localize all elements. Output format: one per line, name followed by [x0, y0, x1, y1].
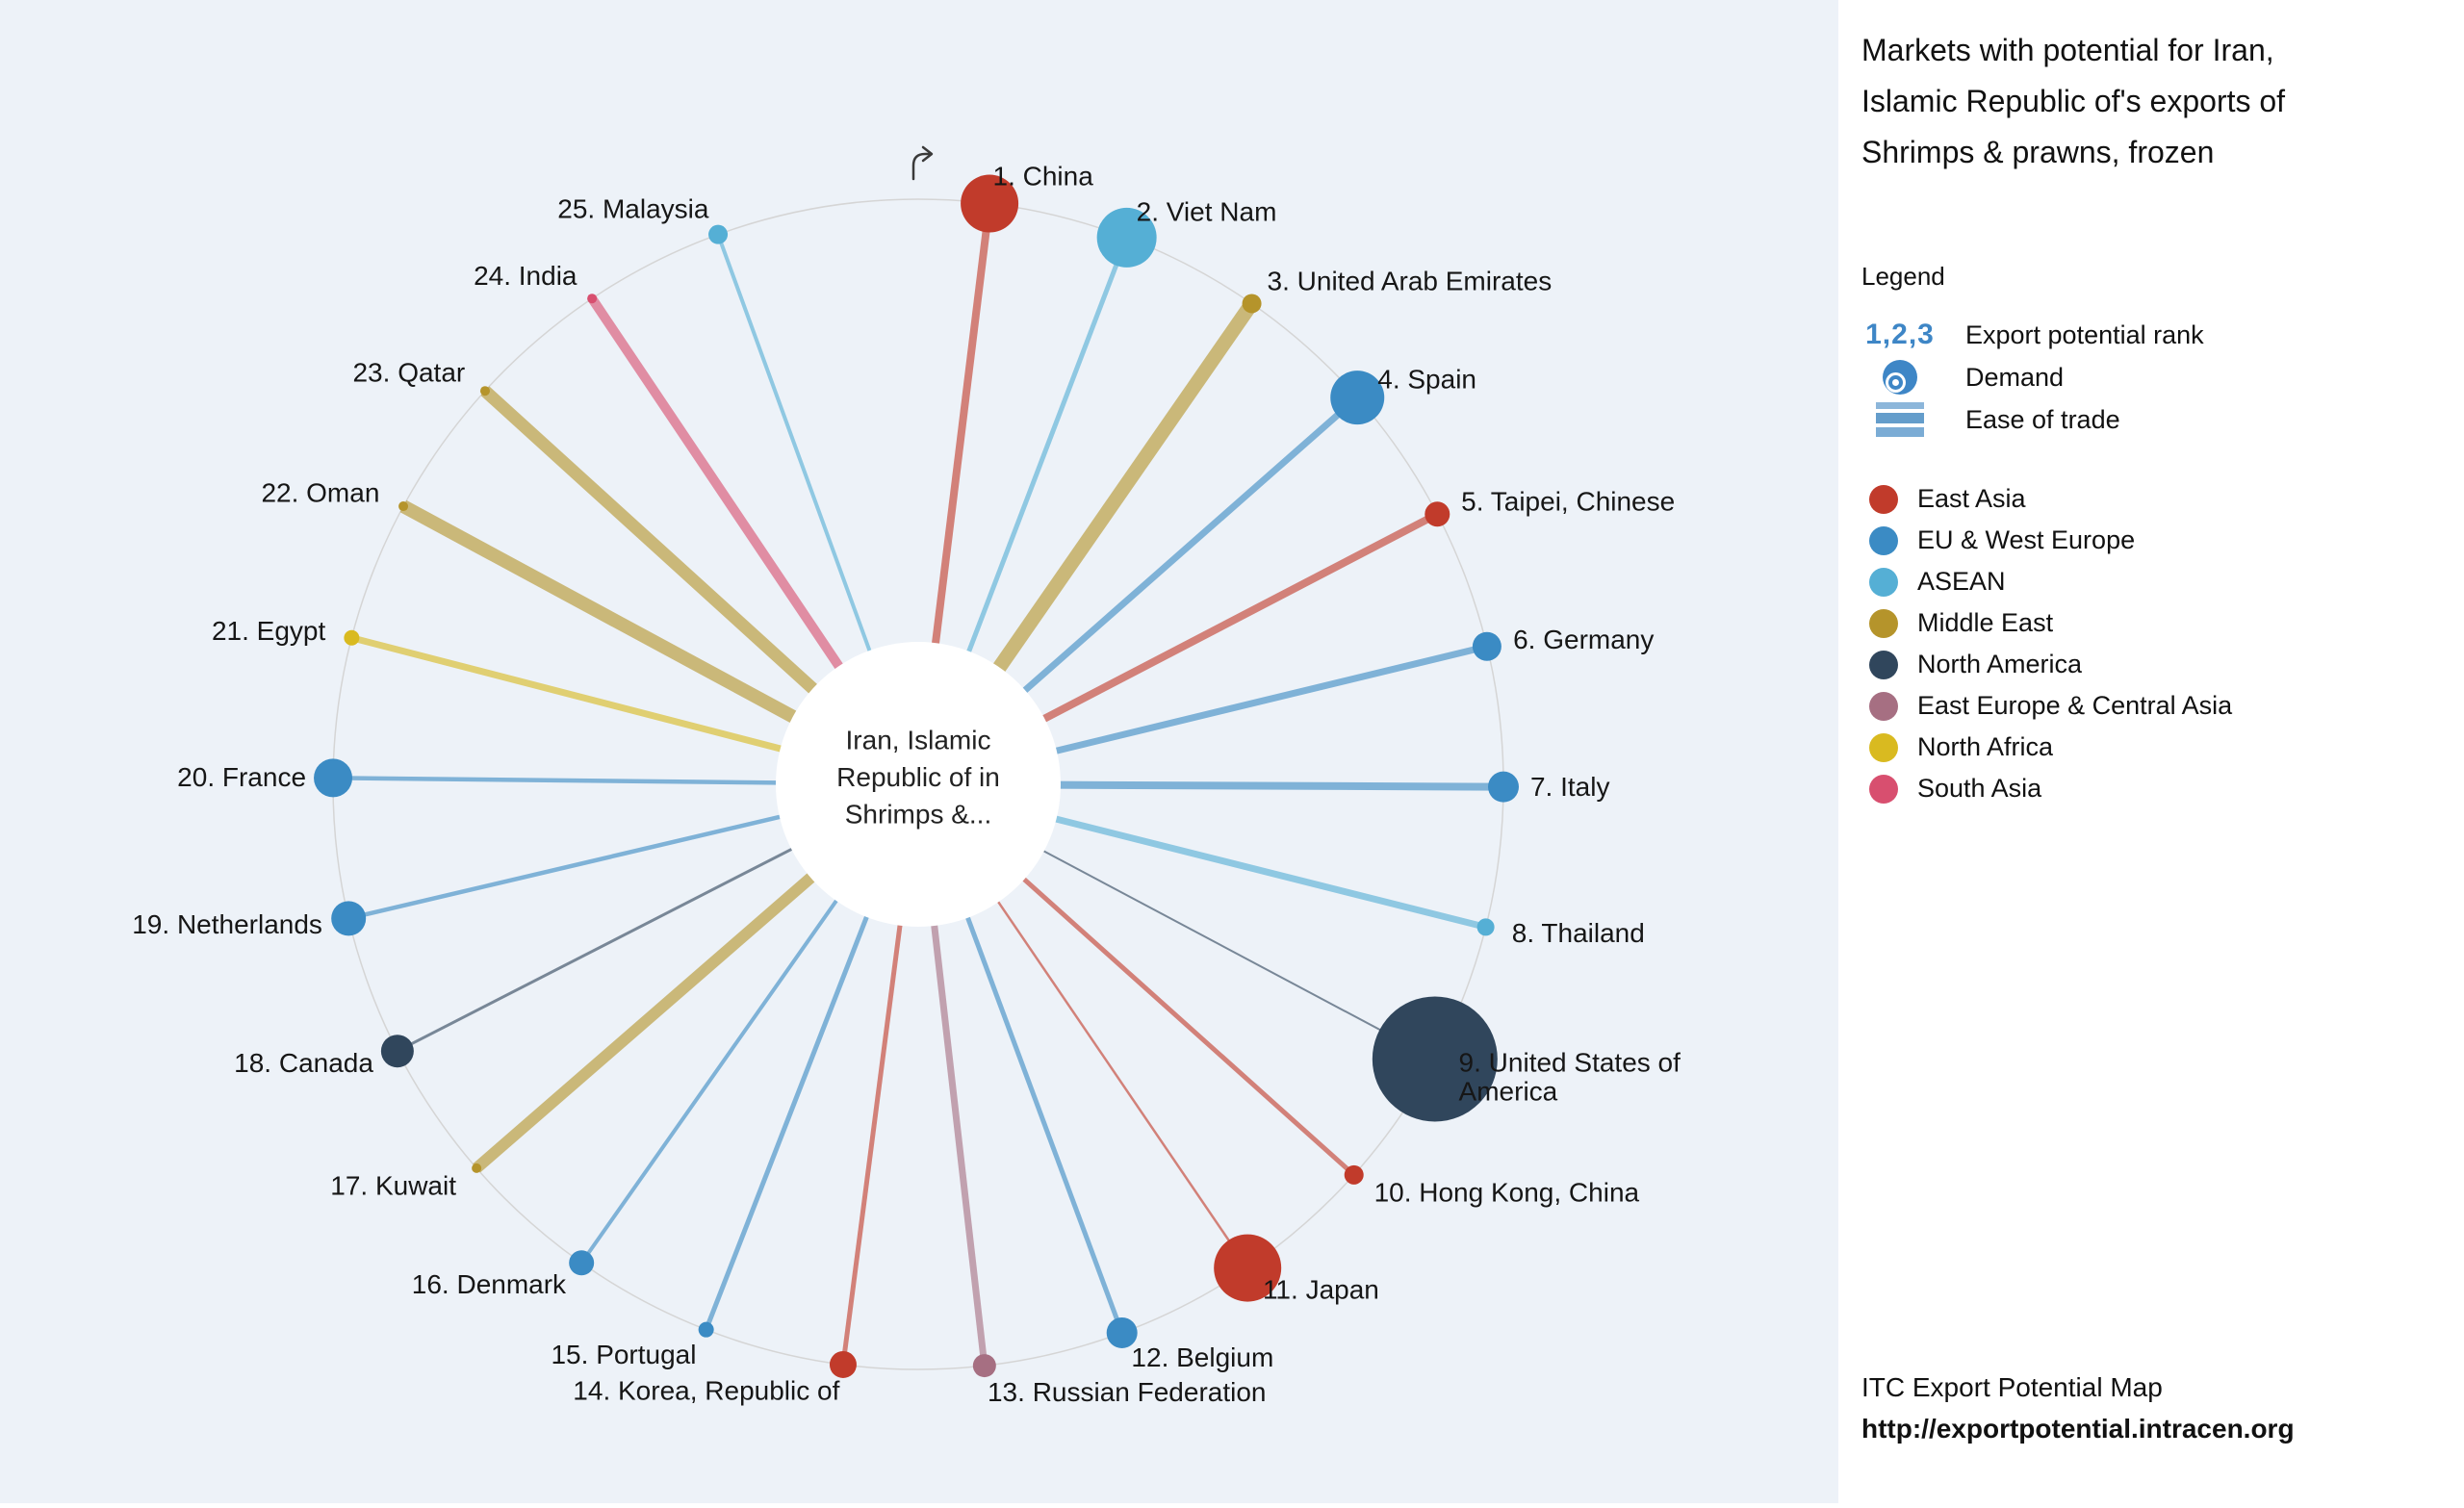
region-name-label: East Europe & Central Asia [1917, 691, 2233, 720]
market-label[interactable]: 16. Denmark [412, 1269, 567, 1299]
market-bubble[interactable] [479, 386, 490, 396]
market-bubble[interactable] [708, 224, 729, 244]
market-label[interactable]: 14. Korea, Republic of [573, 1376, 839, 1406]
market-bubble[interactable] [1214, 1234, 1282, 1302]
market-label[interactable]: 21. Egypt [212, 616, 326, 646]
region-legend-row[interactable]: East Europe & Central Asia [1869, 685, 2232, 727]
demand-bubble-icon [1883, 360, 1917, 395]
market-bubble[interactable] [398, 501, 409, 512]
market-map-svg: Iran, Islamic Republic of in Shrimps &... 1… [132, 145, 1681, 1407]
region-color-dot [1869, 650, 1898, 679]
rank-legend-label: Export potential rank [1965, 319, 2204, 349]
legend-row-demand: Demand [1861, 356, 2204, 398]
panel-footer: ITC Export Potential Map http://exportpo… [1861, 1367, 2295, 1449]
market-bubble[interactable] [972, 1354, 996, 1378]
market-label[interactable]: 2. Viet Nam [1137, 197, 1277, 227]
legend-row-rank: 1,2,3 Export potential rank [1861, 314, 2204, 356]
region-name-label: East Asia [1917, 484, 2026, 513]
market-label[interactable]: 4. Spain [1377, 365, 1476, 395]
market-bubble[interactable] [1242, 294, 1262, 314]
market-label[interactable]: 22. Oman [261, 478, 379, 508]
region-name-label: North Africa [1917, 732, 2054, 761]
footer-url[interactable]: http://exportpotential.intracen.org [1861, 1414, 2295, 1444]
market-bubble[interactable] [1372, 996, 1498, 1122]
market-bubble[interactable] [1424, 501, 1450, 527]
market-bubble[interactable] [587, 294, 598, 304]
region-legend-row[interactable]: North America [1869, 644, 2232, 685]
market-label[interactable]: 3. United Arab Emirates [1268, 266, 1553, 295]
center-label: Iran, Islamic Republic of in Shrimps &... [836, 726, 1000, 830]
side-panel: Markets with potential for Iran, Islamic… [1838, 0, 2464, 1503]
market-bubble[interactable] [1106, 1316, 1138, 1348]
region-legend-row[interactable]: East Asia [1869, 478, 2232, 520]
market-bubble[interactable] [1476, 918, 1495, 936]
market-label[interactable]: 11. Japan [1263, 1275, 1379, 1305]
rank-numbers-icon: 1,2,3 [1865, 319, 1935, 350]
market-label[interactable]: 19. Netherlands [132, 909, 322, 939]
region-name-label: ASEAN [1917, 567, 2006, 596]
market-label[interactable]: 8. Thailand [1512, 918, 1645, 948]
radial-chart-area: Iran, Islamic Republic of in Shrimps &... 1… [0, 0, 1838, 1503]
region-color-dot [1869, 608, 1898, 638]
market-label[interactable]: 18. Canada [234, 1048, 373, 1078]
rotate-arrow-icon[interactable] [911, 145, 934, 181]
market-label[interactable]: 12. Belgium [1131, 1342, 1273, 1372]
market-bubble[interactable] [569, 1250, 595, 1276]
market-label[interactable]: 24. India [474, 261, 578, 291]
market-label[interactable]: 13. Russian Federation [988, 1377, 1267, 1407]
market-label[interactable]: 10. Hong Kong, China [1374, 1178, 1640, 1208]
market-label[interactable]: 1. China [993, 162, 1094, 192]
ease-of-trade-bars-icon [1876, 402, 1924, 437]
market-bubble[interactable] [472, 1163, 482, 1173]
region-color-dot [1869, 691, 1898, 721]
ease-legend-label: Ease of trade [1965, 404, 2120, 434]
demand-legend-label: Demand [1965, 362, 2065, 392]
market-bubble[interactable] [314, 758, 353, 798]
region-color-dot [1869, 567, 1898, 597]
market-bubble[interactable] [1330, 371, 1385, 425]
market-bubble[interactable] [829, 1350, 857, 1378]
market-label[interactable]: 7. Italy [1530, 772, 1609, 802]
region-legend-row[interactable]: ASEAN [1869, 561, 2232, 602]
region-color-dot [1869, 732, 1898, 762]
region-legend-row[interactable]: EU & West Europe [1869, 520, 2232, 561]
market-bubble[interactable] [344, 629, 360, 646]
region-name-label: North America [1917, 650, 2083, 678]
region-name-label: South Asia [1917, 774, 2042, 803]
region-color-dot [1869, 484, 1898, 514]
legend-heading: Legend [1861, 262, 1945, 291]
legend-row-ease: Ease of trade [1861, 398, 2204, 441]
region-name-label: Middle East [1917, 608, 2054, 637]
region-color-dot [1869, 774, 1898, 804]
market-label[interactable]: 23. Qatar [352, 357, 465, 387]
market-bubble[interactable] [380, 1035, 414, 1068]
market-bubble[interactable] [961, 174, 1019, 233]
market-label[interactable]: 6. Germany [1513, 625, 1654, 654]
region-color-dot [1869, 525, 1898, 555]
market-label[interactable]: 17. Kuwait [330, 1170, 456, 1200]
market-bubble[interactable] [1344, 1164, 1364, 1185]
market-bubble[interactable] [1096, 207, 1157, 268]
page-title: Markets with potential for Iran, Islamic… [1861, 33, 2286, 169]
footer-app-name: ITC Export Potential Map [1861, 1372, 2163, 1402]
region-legend-list: East Asia EU & West Europe ASEAN Middle Eas… [1869, 478, 2232, 809]
region-legend-row[interactable]: Middle East [1869, 602, 2232, 644]
center-circle [776, 642, 1061, 927]
market-label[interactable]: 15. Portugal [551, 1340, 696, 1369]
market-bubble[interactable] [1487, 771, 1519, 803]
region-legend-row[interactable]: South Asia [1869, 768, 2232, 809]
market-bubble[interactable] [698, 1321, 714, 1338]
market-label[interactable]: 25. Malaysia [557, 193, 709, 223]
region-name-label: EU & West Europe [1917, 525, 2136, 554]
market-label[interactable]: 5. Taipei, Chinese [1461, 486, 1675, 516]
market-bubble[interactable] [1472, 631, 1502, 661]
region-legend-row[interactable]: North Africa [1869, 727, 2232, 768]
market-label[interactable]: 20. France [177, 762, 306, 792]
legend-symbol-rows: 1,2,3 Export potential rank Demand Ease … [1861, 314, 2204, 441]
market-bubble[interactable] [331, 901, 367, 936]
market-label[interactable]: 9. United States of America [1459, 1048, 1681, 1107]
